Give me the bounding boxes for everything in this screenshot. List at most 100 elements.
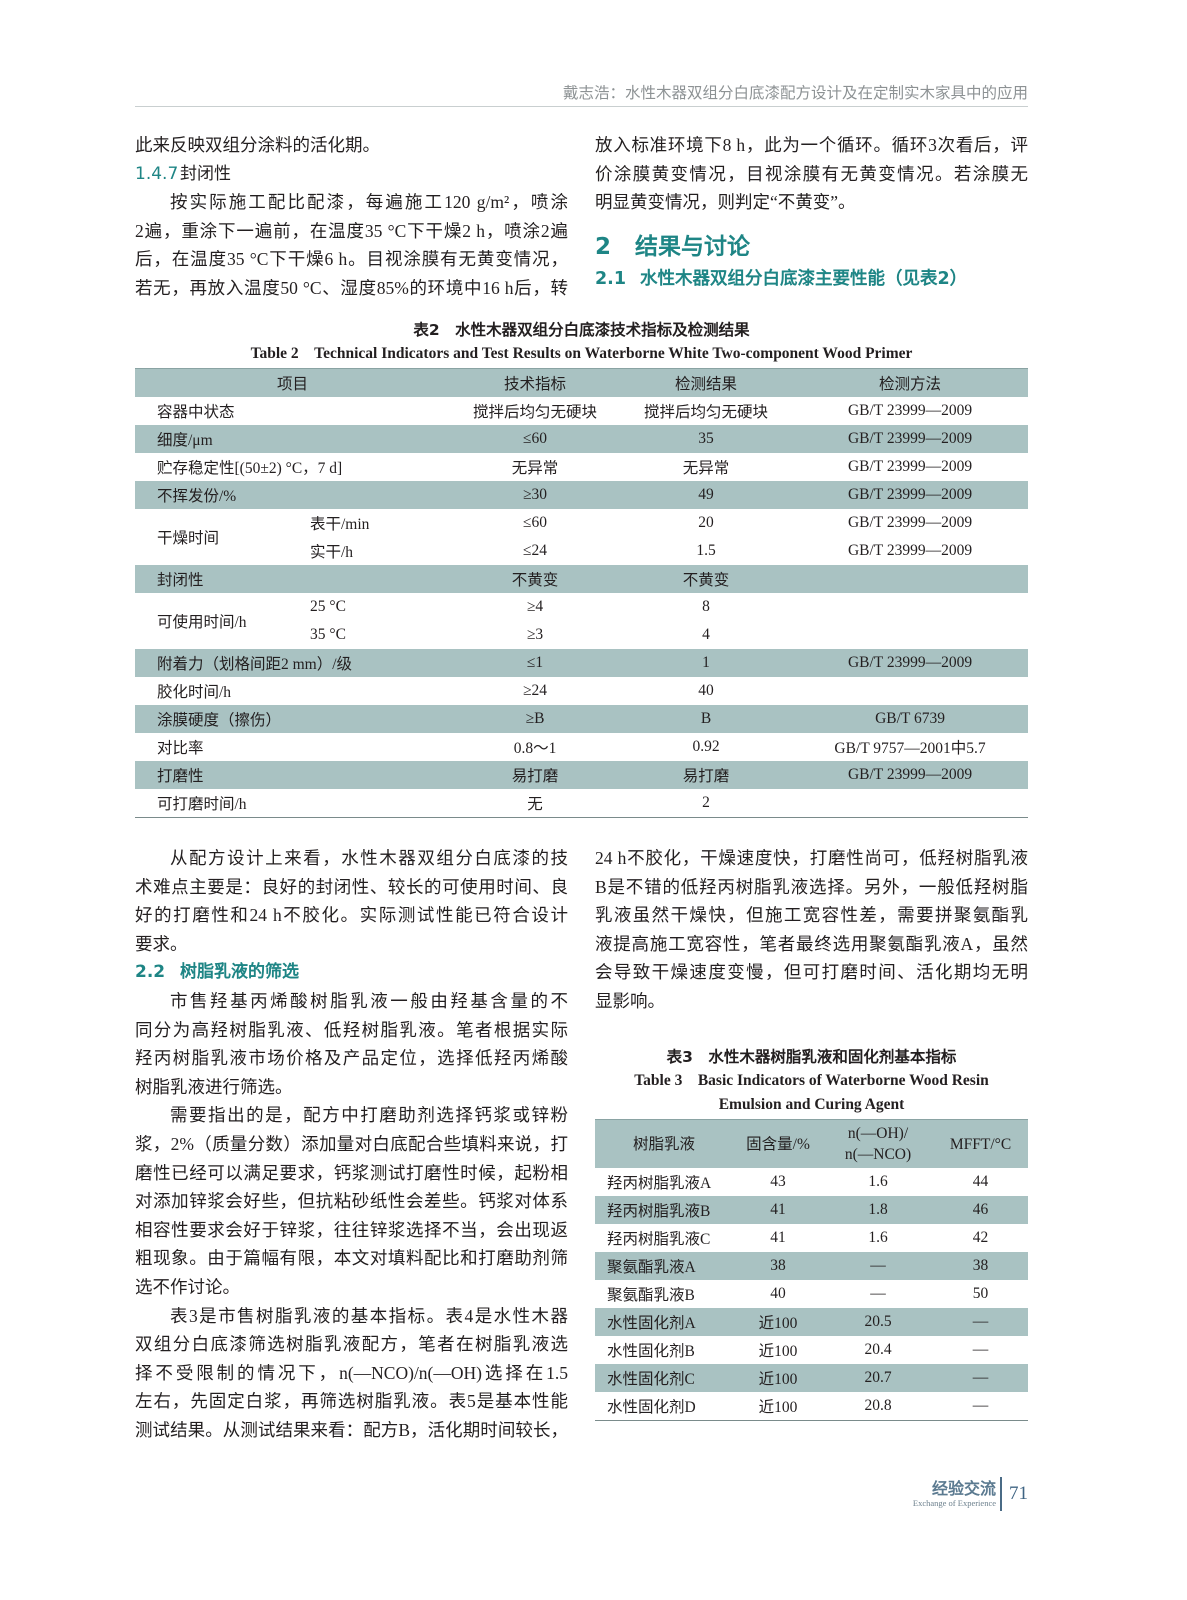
column-header: 树脂乳液: [632, 1135, 695, 1153]
table-row: 干燥时间 表干/min ≤60 20 GB/T 23999—2009: [135, 509, 1028, 547]
cell-spec: ≤24: [523, 542, 548, 559]
cell-item: 细度/μm: [157, 432, 213, 449]
table3-caption-en: Emulsion and Curing Agent: [718, 1096, 905, 1113]
text-line: 羟丙树脂乳液市场价格及产品定位，选择低羟丙烯酸: [135, 1048, 568, 1069]
section-title: 水性木器双组分白底漆主要性能（见表2）: [640, 268, 968, 289]
table-header-row: 树脂乳液 固含量/% n(—OH)/ n(—NCO) MFFT/°C: [595, 1119, 1028, 1168]
table-cell: 44: [972, 1173, 989, 1190]
text-line: 表3是市售树脂乳液的基本指标。表4是水性木器: [170, 1305, 568, 1326]
table-cell: 41: [770, 1201, 786, 1218]
table-cell: 20.4: [864, 1341, 892, 1358]
cell-subitem: 实干/h: [310, 544, 354, 561]
cell-spec: 0.8～1: [513, 740, 557, 757]
footer-section-zh: 经验交流: [931, 1478, 996, 1498]
running-header: 戴志浩：水性木器双组分白底漆配方设计及在定制实木家具中的应用: [135, 80, 1028, 107]
table-row: 容器中状态 搅拌后均匀无硬块 搅拌后均匀无硬块 GB/T 23999—2009: [135, 397, 1028, 425]
table-cell: 50: [972, 1285, 989, 1302]
page-footer: 经验交流 Exchange of Experience 71: [913, 1476, 1028, 1512]
cell-spec: 搅拌后均匀无硬块: [473, 404, 598, 421]
table-cell: 近100: [758, 1371, 798, 1388]
table-cell: —: [870, 1257, 886, 1274]
section-number: 1.4.7: [135, 163, 179, 184]
table-row: 水性固化剂B 近100 20.4 —: [595, 1336, 1028, 1364]
table-header-row: 项目 技术指标 检测结果 检测方法: [135, 368, 1029, 397]
table-row: 羟丙树脂乳液C 41 1.6 42: [595, 1224, 1028, 1252]
cell-method: [792, 565, 1028, 593]
cell-method: GB/T 6739: [875, 710, 945, 727]
table-row: 水性固化剂C 近100 20.7 —: [595, 1364, 1028, 1392]
cell-item: 胶化时间/h: [157, 684, 232, 701]
text-line: 后，在温度35 °C下干燥6 h。目视涂膜有无黄变情况，: [135, 249, 568, 270]
cell-item: 不挥发份/%: [157, 488, 237, 505]
table-cell: —: [972, 1369, 989, 1386]
table-cell: 41: [770, 1229, 786, 1246]
cell-result: 20: [698, 514, 714, 531]
cell-method: GB/T 23999—2009: [847, 430, 973, 447]
cell-subitem: 25 °C: [310, 598, 346, 615]
section-title: 树脂乳液的筛选: [180, 962, 299, 983]
table3: 树脂乳液 固含量/% n(—OH)/ n(—NCO) MFFT/°C 羟丙树脂乳液…: [595, 1119, 1028, 1421]
table-cell: 40: [770, 1285, 786, 1302]
column-header: 检测方法: [879, 376, 942, 393]
text-line: 双组分白底漆筛选树脂乳液配方，笔者在树脂乳液选: [135, 1334, 568, 1355]
table3-caption: 表3 水性木器树脂乳液和固化剂基本指标 Table 3 Basic Indica…: [595, 1045, 1028, 1117]
table-cell: 聚氨酯乳液B: [607, 1287, 695, 1304]
text-line: 树脂乳液进行筛选。: [135, 1076, 293, 1097]
table-cell: —: [972, 1313, 989, 1330]
table-cell: 聚氨酯乳液A: [607, 1259, 696, 1276]
table3-caption-zh: 表3 水性木器树脂乳液和固化剂基本指标: [666, 1048, 957, 1066]
cell-item: 打磨性: [157, 768, 204, 785]
table-row: 不挥发份/% ≥30 49 GB/T 23999—2009: [135, 481, 1029, 509]
text-line: 需要指出的是，配方中打磨助剂选择钙浆或锌粉: [170, 1105, 568, 1126]
footer-section-en: Exchange of Experience: [912, 1497, 996, 1508]
section-title: 结果与讨论: [635, 233, 750, 260]
section-number: 2.1: [595, 268, 627, 289]
cell-item: 涂膜硬度（擦伤）: [157, 712, 282, 729]
text-line: 按实际施工配比配漆，每遍施工120 g/m²，喷涂: [170, 192, 568, 213]
section-heading-1-4-7: 1.4.7 封闭性: [135, 160, 568, 189]
table2: 项目 技术指标 检测结果 检测方法 容器中状态 搅拌后均匀无硬块 搅拌后均匀无硬块 G…: [135, 368, 1029, 818]
table-cell: 水性固化剂A: [607, 1315, 696, 1332]
text-line: 液提高施工宽容性，笔者最终选用聚氨酯乳液A，虽然: [595, 933, 1028, 954]
cell-spec: 易打磨: [511, 768, 559, 785]
text-line: 磨性已经可以满足要求，钙浆测试打磨性时候，起粉相: [135, 1162, 568, 1183]
section-title: 封闭性: [180, 163, 231, 183]
table-cell: 水性固化剂C: [607, 1371, 695, 1388]
table-cell: 羟丙树脂乳液A: [607, 1175, 712, 1192]
table-cell: 20.8: [864, 1397, 892, 1414]
table-row: 贮存稳定性[(50±2) °C，7 d] 无异常 无异常 GB/T 23999—200…: [135, 453, 1028, 481]
bottom-left-column: 从配方设计上来看，水性木器双组分白底漆的技 术难点主要是：良好的封闭性、较长的可使…: [135, 844, 568, 1444]
cell-result: 0.92: [692, 738, 720, 755]
cell-spec: 无异常: [511, 460, 559, 477]
cell-item: 贮存稳定性[(50±2) °C，7 d]: [157, 460, 343, 477]
table-cell: 水性固化剂D: [607, 1399, 696, 1416]
table-cell: 近100: [758, 1399, 798, 1416]
cell-result: 1: [702, 654, 710, 671]
table-row: 封闭性 不黄变 不黄变: [135, 565, 1029, 593]
header-line: n(—NCO): [844, 1146, 912, 1163]
table-row: 细度/μm ≤60 35 GB/T 23999—2009: [135, 425, 1029, 453]
top-left-column: 此来反映双组分涂料的活化期。 1.4.7 封闭性 按实际施工配比配漆，每遍施工12…: [135, 131, 568, 303]
cell-item: 容器中状态: [157, 404, 235, 421]
text-line: 乳液虽然干燥快，但施工宽容性差，需要拼聚氨酯乳: [595, 905, 1028, 926]
text-line: 2遍，重涂下一遍前，在温度35 °C下干燥2 h，喷涂2遍: [135, 220, 568, 241]
table-row: 打磨性 易打磨 易打磨 GB/T 23999—2009: [135, 761, 1029, 789]
text-line: 选不作讨论。: [135, 1276, 240, 1297]
text-line: 测试结果。从测试结果来看：配方B，活化期时间较长，: [135, 1419, 568, 1440]
text-line: 显影响。: [595, 990, 665, 1011]
column-header: 检测结果: [675, 376, 738, 393]
cell-result: 40: [698, 682, 714, 699]
top-right-column: 放入标准环境下8 h，此为一个循环。循环3次看后，评 价涂膜黄变情况，目视涂膜有…: [595, 131, 1028, 293]
table-cell: 近100: [758, 1315, 798, 1332]
text-line: 放入标准环境下8 h，此为一个循环。循环3次看后，评: [595, 135, 1028, 155]
table-row: 实干/h ≤24 1.5 GB/T 23999—2009: [135, 537, 1028, 565]
cell-spec: ≥3: [526, 626, 544, 643]
cell-result: 4: [702, 626, 710, 643]
table-row: 35 °C ≥3 4: [135, 621, 1028, 649]
table-row: 对比率 0.8～1 0.92 GB/T 9757—2001中5.7: [135, 733, 1028, 761]
text-line: 粗现象。由于篇幅有限，本文对填料配比和打磨助剂筛: [135, 1248, 568, 1269]
table-cell: 水性固化剂B: [607, 1343, 695, 1360]
cell-subitem: 表干/min: [310, 516, 370, 533]
cell-item: 封闭性: [157, 572, 204, 589]
cell-result: 不黄变: [682, 572, 730, 589]
